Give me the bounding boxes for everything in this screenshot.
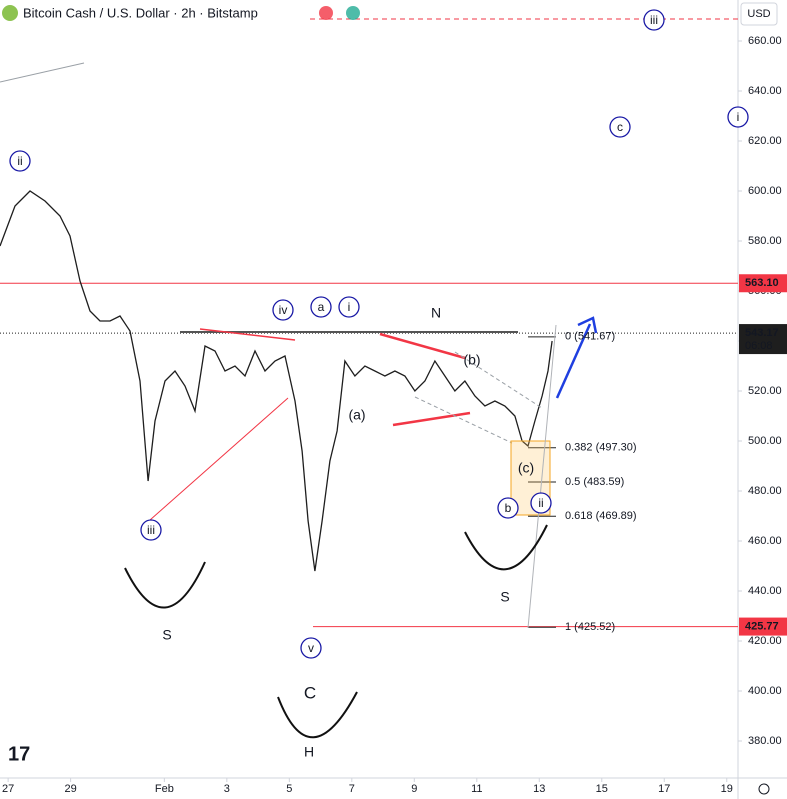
arrow <box>555 323 592 399</box>
wave-label: c <box>617 120 623 134</box>
x-tick-label: Feb <box>155 783 174 795</box>
wave-label: N <box>431 305 441 321</box>
arc <box>464 524 548 571</box>
y-tick-label: 580.00 <box>748 235 782 247</box>
wave-label: i <box>737 110 740 124</box>
wave-circle <box>643 9 665 31</box>
fib-trend <box>527 324 557 629</box>
status-icon <box>319 6 333 20</box>
channel-line <box>414 396 513 444</box>
x-tick-label: 5 <box>286 783 292 795</box>
red-line <box>379 332 466 360</box>
wave-label: i <box>348 300 351 314</box>
x-tick-label: 27 <box>2 783 14 795</box>
fib-label: 0.618 (469.89) <box>565 510 637 522</box>
x-tick-label: 3 <box>224 783 230 795</box>
wave-circle <box>530 492 552 514</box>
x-tick-label: 13 <box>533 783 545 795</box>
x-tick-label: 15 <box>596 783 608 795</box>
red-line <box>392 411 471 427</box>
wave-label: C <box>304 683 316 702</box>
wave-circle <box>609 116 631 138</box>
wave-label: ii <box>17 154 22 168</box>
x-tick-label: 9 <box>411 783 417 795</box>
y-tick-label: 460.00 <box>748 535 782 547</box>
arrow-head <box>577 316 598 334</box>
wave-label: (b) <box>463 352 480 368</box>
price-line <box>0 190 553 572</box>
y-tick-label: 620.00 <box>748 135 782 147</box>
y-tick-label: 640.00 <box>748 85 782 97</box>
x-tick-label: 29 <box>64 783 76 795</box>
plot-area <box>0 190 738 628</box>
red-line <box>149 397 289 521</box>
price-tag-label: 425.77 <box>745 620 779 632</box>
x-tick-label: 17 <box>658 783 670 795</box>
wave-label: iii <box>147 523 155 537</box>
red-line <box>199 328 296 341</box>
fib-label: 0.382 (497.30) <box>565 442 637 454</box>
x-tick-label: 7 <box>349 783 355 795</box>
wave-circle <box>338 296 360 318</box>
arc <box>277 691 358 739</box>
countdown: 06:08 <box>745 340 773 352</box>
y-tick-label: 380.00 <box>748 735 782 747</box>
wave-circle <box>497 497 519 519</box>
wave-label: v <box>308 641 314 655</box>
wave-label: b <box>505 501 512 515</box>
wave-label: ii <box>538 496 543 510</box>
wave-label: (c) <box>518 460 534 476</box>
y-tick-label: 500.00 <box>748 435 782 447</box>
currency-button[interactable] <box>740 2 778 26</box>
arc <box>124 561 206 609</box>
wave-label: iv <box>279 303 288 317</box>
wave-label: a <box>318 300 325 314</box>
fib-label: 1 (425.52) <box>565 621 615 633</box>
y-tick-label: 600.00 <box>748 185 782 197</box>
price-tag <box>739 274 787 293</box>
currency[interactable]: USD <box>747 8 770 20</box>
wave-label: H <box>304 744 314 760</box>
y-tick-label: 400.00 <box>748 685 782 697</box>
logo: 17 <box>8 743 30 765</box>
x-tick-label: 11 <box>471 783 482 795</box>
fib-label: 0 (541.67) <box>565 331 615 343</box>
wave-circle <box>727 106 749 128</box>
wave-label: S <box>500 589 509 605</box>
y-tick-label: 480.00 <box>748 485 782 497</box>
wave-circle <box>310 296 332 318</box>
wave-circle <box>9 150 31 172</box>
price-tag-label: 543.17 <box>745 327 779 339</box>
trend-line <box>0 62 85 83</box>
price-tag <box>739 324 787 355</box>
wave-circle <box>300 637 322 659</box>
chart-title: Bitcoin Cash / U.S. Dollar · 2h · Bitsta… <box>23 5 258 20</box>
status-icon <box>346 6 360 20</box>
y-tick-label: 660.00 <box>748 35 782 47</box>
price-tag <box>739 617 787 636</box>
fib-label: 0.5 (483.59) <box>565 476 624 488</box>
wave-label: S <box>162 627 171 643</box>
x-tick-label: 19 <box>721 783 733 795</box>
price-tag-label: 563.10 <box>745 277 779 289</box>
y-tick-label: 440.00 <box>748 585 782 597</box>
wave-label: iii <box>650 13 658 27</box>
wave-circle <box>272 299 294 321</box>
symbol-icon <box>2 5 18 21</box>
y-tick-label: 520.00 <box>748 385 782 397</box>
wave-circle <box>140 519 162 541</box>
wave-label: (a) <box>348 407 365 423</box>
y-tick-label: 420.00 <box>748 635 782 647</box>
settings-icon[interactable] <box>758 783 770 795</box>
channel-line <box>454 351 543 409</box>
